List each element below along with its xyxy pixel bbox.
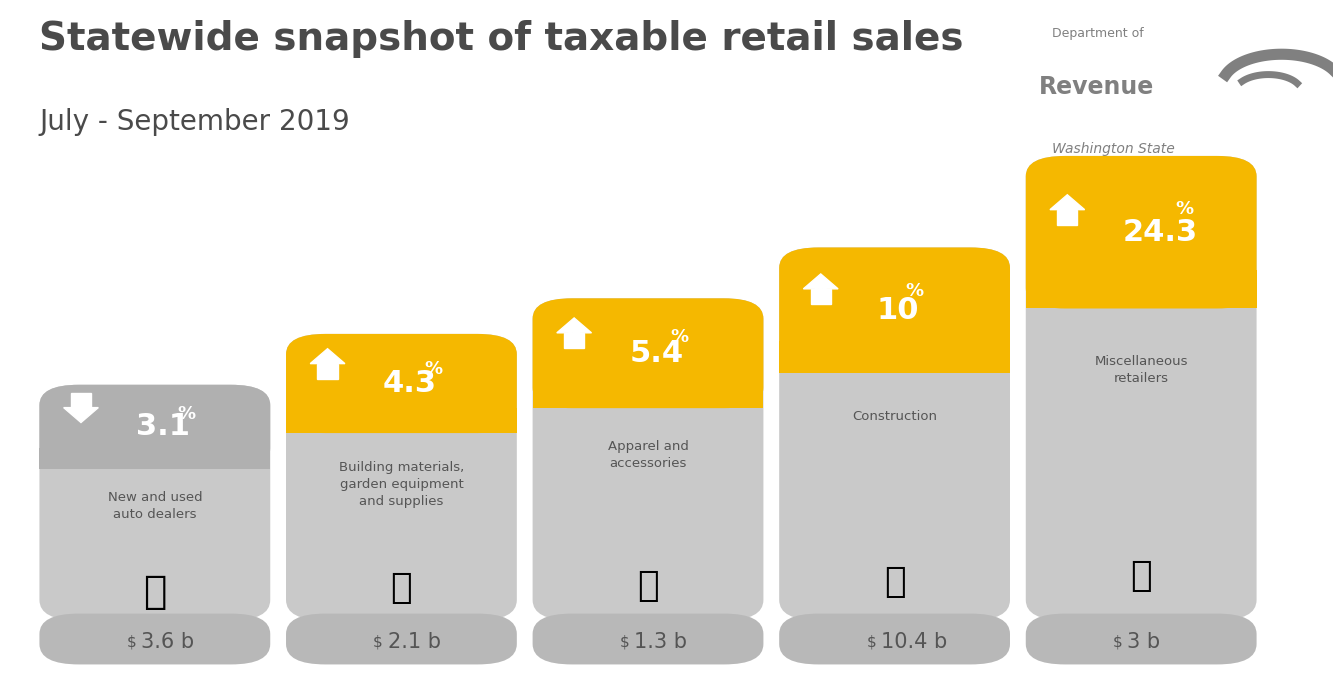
Text: 4.3: 4.3: [383, 369, 437, 398]
Polygon shape: [64, 407, 99, 422]
FancyBboxPatch shape: [287, 334, 517, 433]
FancyBboxPatch shape: [780, 247, 1010, 620]
FancyBboxPatch shape: [533, 298, 764, 620]
Bar: [780, 341, 1010, 373]
Text: 1.3 b: 1.3 b: [635, 633, 686, 652]
FancyBboxPatch shape: [780, 614, 1010, 664]
FancyBboxPatch shape: [533, 298, 764, 408]
Text: 2.1 b: 2.1 b: [388, 633, 441, 652]
Polygon shape: [71, 393, 91, 407]
Text: Revenue: Revenue: [1038, 75, 1153, 98]
Text: %: %: [177, 405, 196, 423]
Text: 🚜: 🚜: [884, 565, 905, 599]
Bar: [1026, 271, 1257, 308]
Text: 🎁: 🎁: [637, 569, 659, 603]
Polygon shape: [804, 274, 838, 289]
Text: 3 b: 3 b: [1128, 633, 1161, 652]
Text: $: $: [866, 635, 876, 650]
Polygon shape: [311, 348, 345, 363]
Text: Apparel and
accessories: Apparel and accessories: [608, 440, 688, 470]
Polygon shape: [810, 289, 830, 304]
Polygon shape: [564, 333, 584, 348]
Text: 🛒: 🛒: [391, 571, 412, 605]
FancyBboxPatch shape: [780, 247, 1010, 373]
FancyBboxPatch shape: [1026, 156, 1257, 620]
Text: $: $: [127, 635, 136, 650]
Text: Statewide snapshot of taxable retail sales: Statewide snapshot of taxable retail sal…: [40, 20, 964, 58]
Text: $: $: [373, 635, 383, 650]
Text: 🚗: 🚗: [143, 573, 167, 611]
Text: 10.4 b: 10.4 b: [881, 633, 946, 652]
FancyBboxPatch shape: [1026, 614, 1257, 664]
Text: Department of: Department of: [1052, 27, 1144, 40]
Text: Washington State: Washington State: [1052, 142, 1174, 157]
Polygon shape: [1057, 210, 1077, 224]
Text: 3.6 b: 3.6 b: [141, 633, 195, 652]
Bar: [533, 380, 764, 408]
FancyBboxPatch shape: [40, 385, 271, 468]
Bar: [40, 447, 271, 468]
Bar: [287, 408, 517, 433]
FancyBboxPatch shape: [40, 385, 271, 620]
Polygon shape: [557, 318, 592, 333]
Text: Construction: Construction: [852, 410, 937, 422]
Text: %: %: [424, 359, 443, 378]
Text: $: $: [1113, 635, 1122, 650]
Text: $: $: [620, 635, 629, 650]
Text: 3.1: 3.1: [136, 412, 191, 441]
Text: 10: 10: [876, 296, 918, 325]
Text: %: %: [906, 282, 924, 300]
Polygon shape: [317, 363, 337, 378]
FancyBboxPatch shape: [287, 614, 517, 664]
Text: %: %: [1176, 200, 1193, 218]
Text: Building materials,
garden equipment
and supplies: Building materials, garden equipment and…: [339, 461, 464, 508]
FancyBboxPatch shape: [533, 614, 764, 664]
Text: 5.4: 5.4: [629, 339, 684, 367]
Text: Miscellaneous
retailers: Miscellaneous retailers: [1094, 355, 1188, 385]
Text: 24.3: 24.3: [1122, 218, 1198, 247]
Text: New and used
auto dealers: New and used auto dealers: [108, 492, 203, 521]
Polygon shape: [1050, 195, 1085, 210]
Text: %: %: [670, 327, 689, 346]
Text: July - September 2019: July - September 2019: [40, 108, 351, 136]
FancyBboxPatch shape: [1026, 156, 1257, 308]
Text: 📍: 📍: [1130, 559, 1152, 593]
FancyBboxPatch shape: [40, 614, 271, 664]
FancyBboxPatch shape: [287, 334, 517, 620]
